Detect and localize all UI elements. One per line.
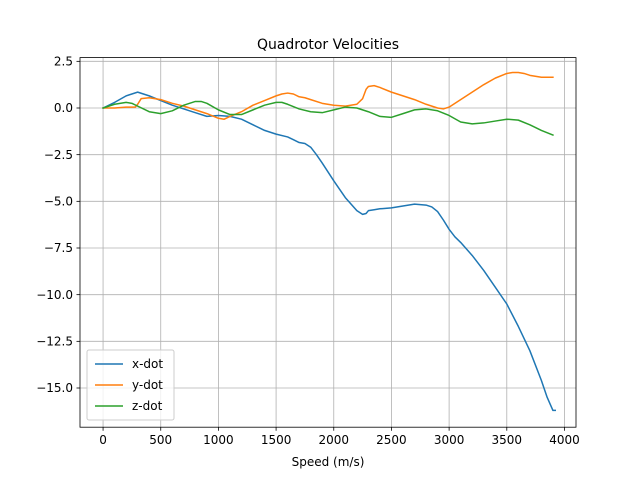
y-tick-label: −12.5 — [36, 335, 73, 349]
x-tick-label: 1500 — [261, 433, 292, 447]
x-tick-label: 1000 — [203, 433, 234, 447]
y-tick-label: −2.5 — [44, 148, 73, 162]
y-tick-label: −10.0 — [36, 288, 73, 302]
x-axis-label: Speed (m/s) — [292, 455, 365, 469]
x-tick-label: 3000 — [434, 433, 465, 447]
y-tick-label: −5.0 — [44, 195, 73, 209]
legend-label-z-dot: z-dot — [132, 399, 163, 413]
y-tick-label: −7.5 — [44, 241, 73, 255]
series-line-x-dot — [102, 91, 556, 412]
x-tick-label: 2500 — [376, 433, 407, 447]
plot-frame — [79, 57, 577, 428]
series-lines — [102, 71, 556, 412]
legend-label-y-dot: y-dot — [132, 378, 163, 392]
y-tick-label: 0.0 — [54, 101, 73, 115]
y-tick-label: 2.5 — [54, 55, 73, 69]
legend: x-dot y-dot z-dot — [86, 349, 175, 421]
x-tick-label: 0 — [99, 433, 107, 447]
x-tick-label: 4000 — [549, 433, 580, 447]
series-line-z-dot — [102, 100, 554, 137]
series-line-y-dot — [102, 71, 554, 120]
legend-label-x-dot: x-dot — [132, 357, 163, 371]
legend-box — [86, 349, 175, 421]
x-tick-label: 2000 — [318, 433, 349, 447]
x-tick-label: 500 — [149, 433, 172, 447]
chart-title: Quadrotor Velocities — [257, 37, 399, 53]
y-tick-label: −15.0 — [36, 381, 73, 395]
x-tick-label: 3500 — [492, 433, 523, 447]
axis-ticks: 0 500 1000 1500 2000 2500 3000 3500 4000 2.5 0.0 −2… — [36, 55, 580, 448]
